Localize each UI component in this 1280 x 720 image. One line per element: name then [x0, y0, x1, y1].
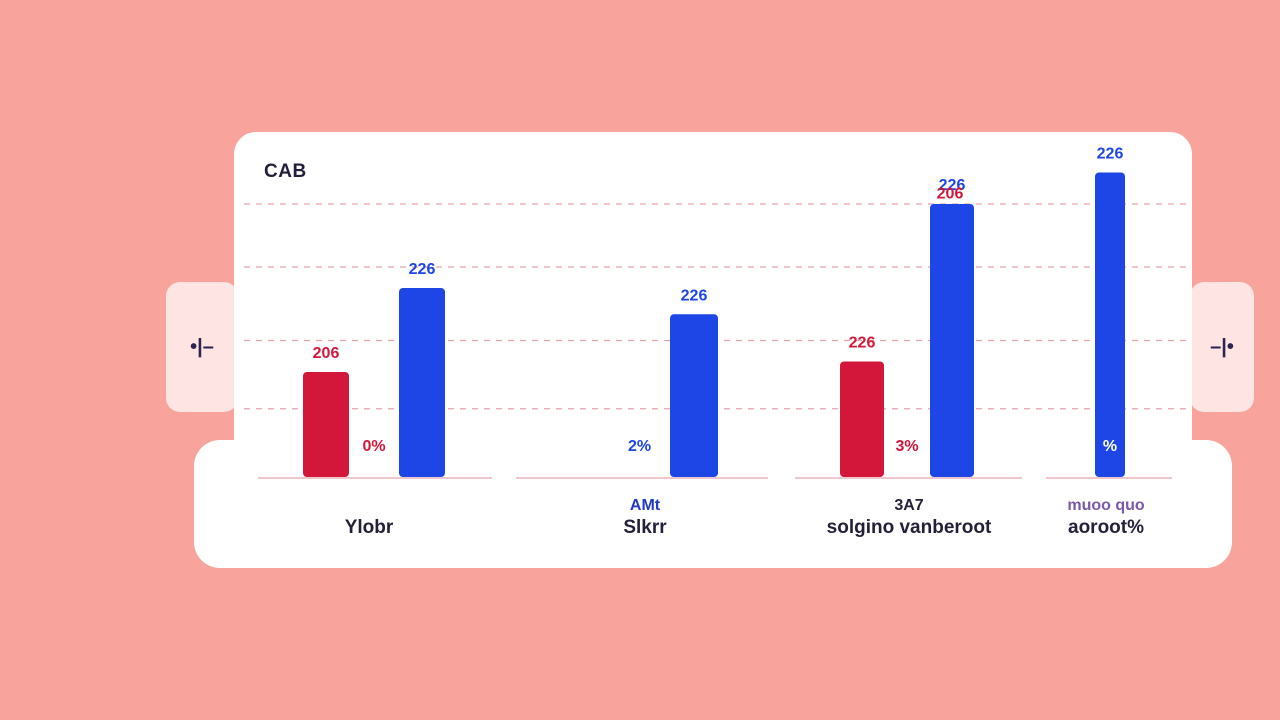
bar-value-label-blue-3: 226	[1097, 146, 1124, 163]
bar-inner-label-red-0: 0%	[362, 438, 385, 455]
bar-blue-0	[399, 288, 445, 477]
bar-value-label-red-3: 206	[937, 186, 964, 203]
category-label-2: solgino vanberoot	[827, 517, 992, 538]
bar-blue-1	[670, 314, 718, 477]
bar-blue-2	[930, 204, 974, 477]
category-label-3: aoroot%	[1068, 517, 1144, 538]
bar-inner-label-blue-3: %	[1103, 438, 1117, 455]
bar-value-label-blue-0: 226	[409, 261, 436, 278]
bar-inner-label-blue-1: 2%	[628, 438, 651, 455]
bar-value-label-red-0: 206	[313, 345, 340, 362]
bar-red-0	[303, 372, 349, 477]
right-side-control[interactable]: –|•	[1190, 282, 1254, 412]
category-label-1: Slkrr	[623, 517, 667, 538]
category-label-0: Ylobr	[345, 517, 394, 538]
category-sublabel-3: muoo quo	[1067, 497, 1145, 514]
bar-blue-3	[1095, 172, 1125, 477]
category-sublabel-1: AMt	[630, 497, 661, 514]
category-sublabel-2: 3A7	[894, 497, 923, 514]
left-side-control[interactable]: •|–	[166, 282, 238, 412]
chart-title: CAB	[264, 161, 307, 182]
left-side-control-label: •|–	[190, 335, 214, 358]
bar-value-label-blue-1: 226	[681, 287, 708, 304]
right-side-control-label: –|•	[1210, 335, 1234, 358]
bar-value-label-blue-2: 226	[939, 177, 966, 194]
bar-inner-label-red-2: 3%	[895, 438, 918, 455]
bar-red-2	[840, 361, 884, 477]
bar-value-label-red-2: 226	[849, 335, 876, 352]
